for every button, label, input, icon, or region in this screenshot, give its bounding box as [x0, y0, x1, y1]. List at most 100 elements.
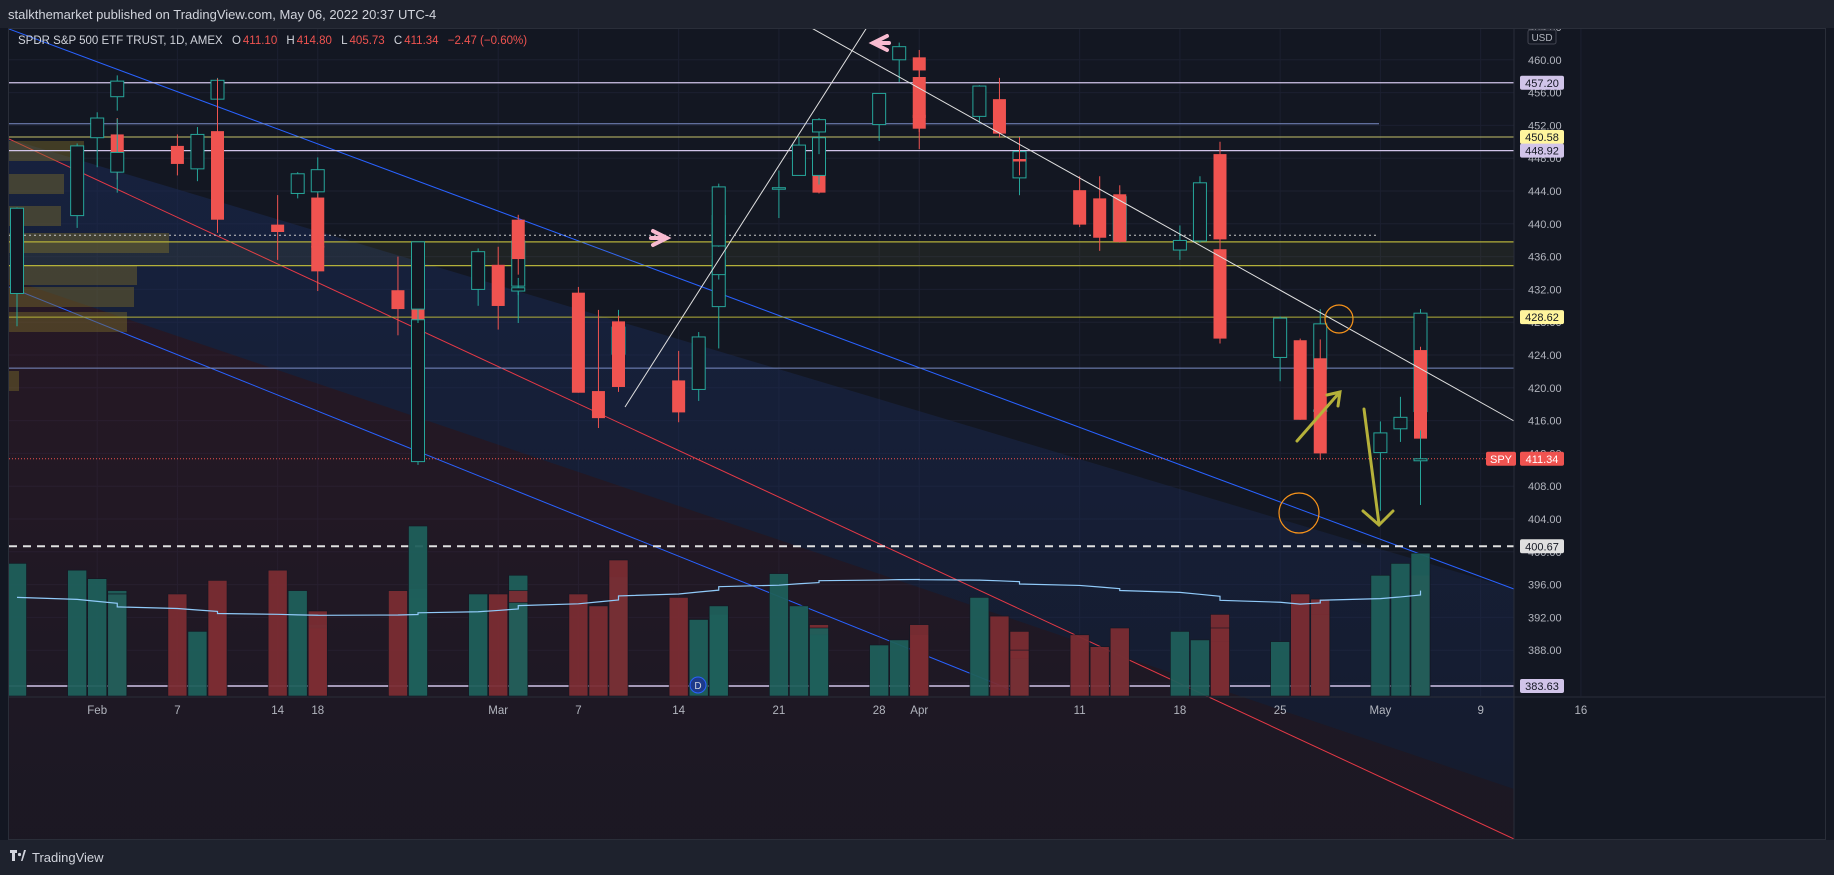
time-tick-label: 7	[174, 705, 180, 717]
candle-body-down	[612, 321, 625, 387]
price-label-box	[1520, 310, 1564, 325]
level-band	[9, 241, 1514, 266]
volume-bar	[307, 610, 328, 697]
dividend-marker-icon	[689, 676, 707, 694]
candle-body-up	[972, 85, 987, 117]
price-chart[interactable]: D 464.00460.00456.00452.00448.00444.0044…	[9, 29, 1825, 839]
price-tick-label: 452.00	[1528, 120, 1562, 132]
candle-body-down	[912, 114, 926, 119]
candle-body-up	[110, 151, 125, 173]
price-label-box	[1520, 75, 1564, 90]
price-tick-label: 432.00	[1528, 284, 1562, 296]
candle-body-down	[1313, 358, 1327, 454]
time-tick-label: 9	[1477, 705, 1483, 717]
volume-bar	[207, 580, 228, 697]
volume-bar	[468, 593, 488, 697]
candle-body-down	[672, 380, 686, 413]
price-label-box	[1520, 130, 1564, 145]
candle-body-up	[70, 145, 85, 217]
time-tick-label: 21	[773, 705, 786, 717]
candle-body-up	[1172, 239, 1187, 251]
time-tick-label: Apr	[910, 705, 928, 717]
candle-body-down	[1073, 190, 1087, 225]
volume-bar	[1190, 639, 1210, 697]
highlight-circle-bottom	[1278, 492, 1320, 534]
arrow-up-annotation	[1295, 390, 1342, 443]
volume-bar	[1410, 552, 1431, 697]
volume-bar	[568, 593, 589, 697]
time-tick-label: 14	[672, 705, 685, 717]
volume-bar	[408, 525, 428, 697]
volume-bar	[1290, 593, 1310, 697]
volume-bar	[167, 593, 188, 697]
time-tick-label: 18	[311, 705, 324, 717]
volume-bar	[1170, 631, 1190, 697]
legend-open-value: 411.10	[242, 35, 278, 47]
volume-bar	[869, 644, 889, 697]
candle-body-down	[571, 292, 585, 393]
volume-bar	[267, 569, 288, 697]
price-axis[interactable]: 464.00460.00456.00452.00448.00444.00440.…	[1486, 29, 1564, 839]
time-axis[interactable]: Feb 7 14 18 Mar 7 14 21 28 Apr 11 18 25 May 9 16	[9, 696, 1825, 717]
volume-bar	[9, 563, 27, 697]
volume-bar	[187, 631, 208, 697]
volume-bar	[769, 573, 789, 697]
dividend-marker-label: D	[694, 681, 701, 692]
candle-body-down	[1213, 249, 1227, 339]
chart-panel[interactable]: D 464.00460.00456.00452.00448.00444.0044…	[8, 28, 1826, 840]
candle-body-down	[1213, 154, 1227, 240]
candle-body-down	[271, 224, 285, 232]
channel-fill-lower	[9, 279, 1514, 839]
price-label-box	[1520, 451, 1564, 466]
price-tick-label: 388.00	[1528, 645, 1562, 657]
volume-profile-bar	[9, 287, 134, 307]
volume-bar	[1210, 627, 1230, 697]
candle-body-down	[591, 391, 605, 419]
candle-body-up	[411, 319, 425, 463]
price-tick-label: 440.00	[1528, 219, 1562, 231]
candle-body-down	[170, 145, 184, 164]
volume-profile-bar	[9, 371, 19, 391]
candle-body-down	[211, 146, 224, 220]
currency-label: USD	[1531, 33, 1552, 44]
candle-body-up	[1393, 416, 1408, 430]
volume-bar	[1009, 649, 1030, 697]
candle-body-up	[110, 80, 125, 98]
volume-bar	[809, 627, 829, 697]
arrow-left-pink	[868, 34, 891, 52]
price-label: 411.34	[1526, 454, 1559, 466]
volume-bar	[688, 619, 709, 697]
volume-bar	[1109, 627, 1130, 697]
regression-channels	[9, 29, 1515, 839]
volume-bar	[87, 578, 107, 697]
annotations: D	[624, 29, 1515, 694]
candle-body-down	[1113, 194, 1127, 242]
candle-body-up	[791, 144, 806, 176]
volume-bar	[1089, 646, 1110, 697]
candle-body-up	[190, 133, 205, 170]
volume-profile-bar	[9, 174, 64, 194]
highlight-circle-top	[1324, 304, 1354, 334]
footer-brand: TradingView	[32, 850, 104, 865]
time-tick-label: 7	[575, 705, 581, 717]
candle-body-up	[872, 92, 887, 126]
price-tick-label: 396.00	[1528, 580, 1562, 592]
candle-body-up	[511, 287, 526, 292]
arrow-right-pink	[649, 229, 672, 247]
time-tick-label: 28	[873, 705, 886, 717]
volume-bar	[508, 602, 529, 697]
time-tick-label: 16	[1575, 705, 1588, 717]
volume-bar	[588, 605, 609, 697]
price-tick-label: 460.00	[1528, 55, 1562, 67]
candle-body-down	[1293, 340, 1307, 420]
price-tick-label: 424.00	[1528, 350, 1562, 362]
volume-ma-line	[16, 578, 1422, 616]
legend-high-value: 414.80	[296, 35, 332, 47]
candle-body-up	[10, 207, 24, 294]
candle-body-down	[311, 197, 325, 248]
header-bar: stalkthemarket published on TradingView.…	[0, 0, 1834, 28]
price-tick-label: 392.00	[1528, 612, 1562, 624]
candle-body-up	[771, 187, 786, 190]
candle-body-down	[511, 219, 525, 260]
currency-box	[1527, 29, 1557, 45]
